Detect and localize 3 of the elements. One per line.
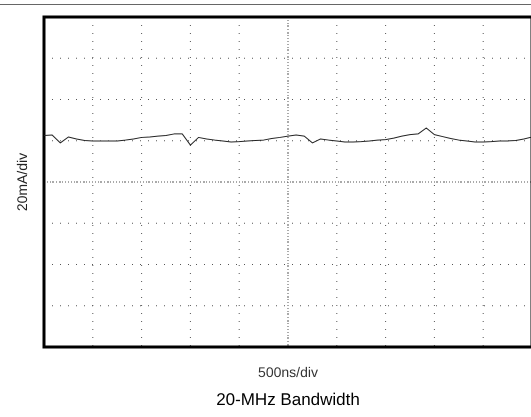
- y-axis-title: 20mA/div: [14, 152, 30, 212]
- x-axis-title: 500ns/div: [258, 364, 318, 380]
- text: 20-MHz Bandwidth: [216, 390, 360, 410]
